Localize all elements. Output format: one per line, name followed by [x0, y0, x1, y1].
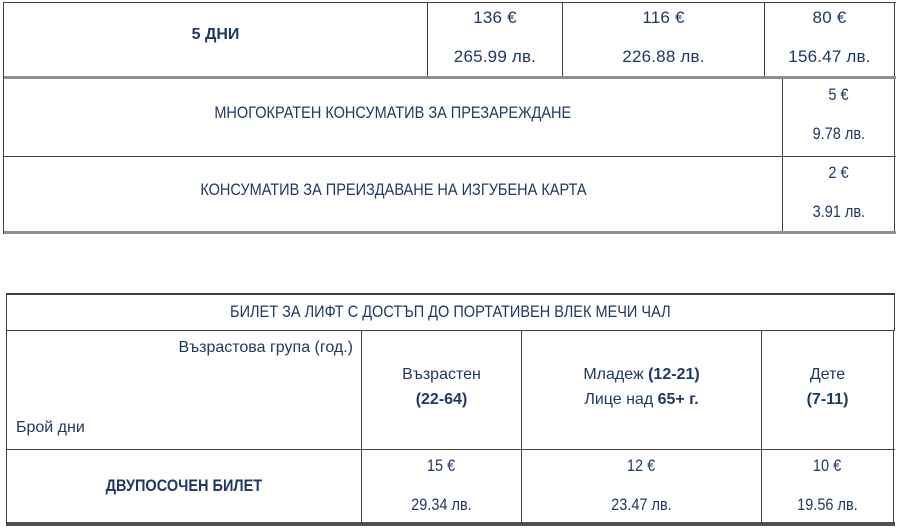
- header-row: Възрастова група (год.) Брой дни Възраст…: [7, 331, 895, 449]
- age-group-header: Възрастова група (год.): [178, 339, 353, 356]
- price-bgn: 19.56 лв.: [797, 496, 858, 514]
- thin-divider: [4, 156, 896, 157]
- table-bottom-border: [4, 231, 896, 234]
- ski-pass-price-table: 5 ДНИ 136 € 265.99 лв. 116 € 226.88 лв. …: [3, 2, 896, 234]
- price-bgn: 265.99 лв.: [453, 47, 537, 66]
- adult-header-line1: Възрастен: [402, 366, 481, 383]
- price-eur: 5 €: [828, 86, 849, 104]
- cell-reissue-label: КОНСУМАТИВ ЗА ПРЕИЗДАВАНЕ НА ИЗГУБЕНА КА…: [4, 157, 783, 231]
- cell-price-roundtrip-youth: 12 € 23.47 лв.: [522, 450, 762, 522]
- price-eur: 2 €: [828, 164, 849, 182]
- thick-divider: [4, 76, 896, 79]
- cell-price-child-5days: 80 € 156.47 лв.: [765, 3, 895, 76]
- row-refill-consumable: МНОГОКРАТЕН КОНСУМАТИВ ЗА ПРЕЗАРЕЖДАНЕ 5…: [4, 79, 896, 156]
- thin-divider: [7, 449, 895, 450]
- row-5-days: 5 ДНИ 136 € 265.99 лв. 116 € 226.88 лв. …: [4, 3, 896, 76]
- cell-price-roundtrip-child: 10 € 19.56 лв.: [762, 450, 894, 522]
- cell-refill-price: 5 € 9.78 лв.: [783, 79, 895, 156]
- cell-header-adult: Възрастен (22-64): [362, 331, 522, 449]
- table-bottom-border: [7, 522, 895, 526]
- child-header-line2: (7-11): [806, 391, 849, 408]
- cell-reissue-price: 2 € 3.91 лв.: [783, 157, 895, 231]
- table-title-row: БИЛЕТ ЗА ЛИФТ С ДОСТЪП ДО ПОРТАТИВЕН ВЛЕ…: [7, 295, 895, 330]
- cell-roundtrip-label: ДВУПОСОЧЕН БИЛЕТ: [7, 450, 362, 522]
- youth-header-line2: Лице над 65+ г.: [584, 391, 699, 408]
- cell-header-youth: Младеж (12-21) Лице над 65+ г.: [522, 331, 762, 449]
- adult-header-line2: (22-64): [415, 391, 468, 408]
- cell-5-days-label: 5 ДНИ: [4, 3, 428, 76]
- cell-refill-label: МНОГОКРАТЕН КОНСУМАТИВ ЗА ПРЕЗАРЕЖДАНЕ: [4, 79, 783, 156]
- table-title: БИЛЕТ ЗА ЛИФТ С ДОСТЪП ДО ПОРТАТИВЕН ВЛЕ…: [230, 303, 671, 321]
- label-5-days: 5 ДНИ: [191, 25, 240, 43]
- row-roundtrip-ticket: ДВУПОСОЧЕН БИЛЕТ 15 € 29.34 лв. 12 € 23.…: [7, 450, 895, 522]
- price-eur: 80 €: [812, 8, 847, 27]
- price-eur: 116 €: [642, 8, 685, 27]
- price-bgn: 23.47 лв.: [611, 496, 672, 514]
- cell-price-adult-5days: 136 € 265.99 лв.: [428, 3, 563, 76]
- lift-ticket-table: БИЛЕТ ЗА ЛИФТ С ДОСТЪП ДО ПОРТАТИВЕН ВЛЕ…: [6, 293, 895, 526]
- price-eur: 10 €: [813, 457, 842, 475]
- price-bgn: 226.88 лв.: [622, 47, 705, 66]
- label-roundtrip: ДВУПОСОЧЕН БИЛЕТ: [105, 476, 263, 495]
- child-header-line1: Дете: [809, 366, 846, 383]
- youth-header-line1: Младеж (12-21): [583, 366, 700, 383]
- price-bgn: 156.47 лв.: [788, 47, 871, 66]
- cell-axis-header: Възрастова група (год.) Брой дни: [7, 331, 362, 449]
- cell-price-roundtrip-adult: 15 € 29.34 лв.: [362, 450, 522, 522]
- price-eur: 12 €: [627, 457, 656, 475]
- label-reissue: КОНСУМАТИВ ЗА ПРЕИЗДАВАНЕ НА ИЗГУБЕНА КА…: [199, 180, 587, 199]
- row-reissue-consumable: КОНСУМАТИВ ЗА ПРЕИЗДАВАНЕ НА ИЗГУБЕНА КА…: [4, 157, 896, 231]
- days-count-header: Брой дни: [16, 419, 85, 436]
- price-bgn: 3.91 лв.: [812, 203, 865, 221]
- price-bgn: 29.34 лв.: [411, 496, 472, 514]
- price-eur: 15 €: [427, 457, 456, 475]
- cell-price-youth-5days: 116 € 226.88 лв.: [563, 3, 765, 76]
- label-refill: МНОГОКРАТЕН КОНСУМАТИВ ЗА ПРЕЗАРЕЖДАНЕ: [214, 104, 572, 122]
- thin-divider: [7, 330, 895, 331]
- price-bgn: 9.78 лв.: [812, 125, 865, 143]
- price-eur: 136 €: [473, 8, 517, 27]
- cell-header-child: Дете (7-11): [762, 331, 894, 449]
